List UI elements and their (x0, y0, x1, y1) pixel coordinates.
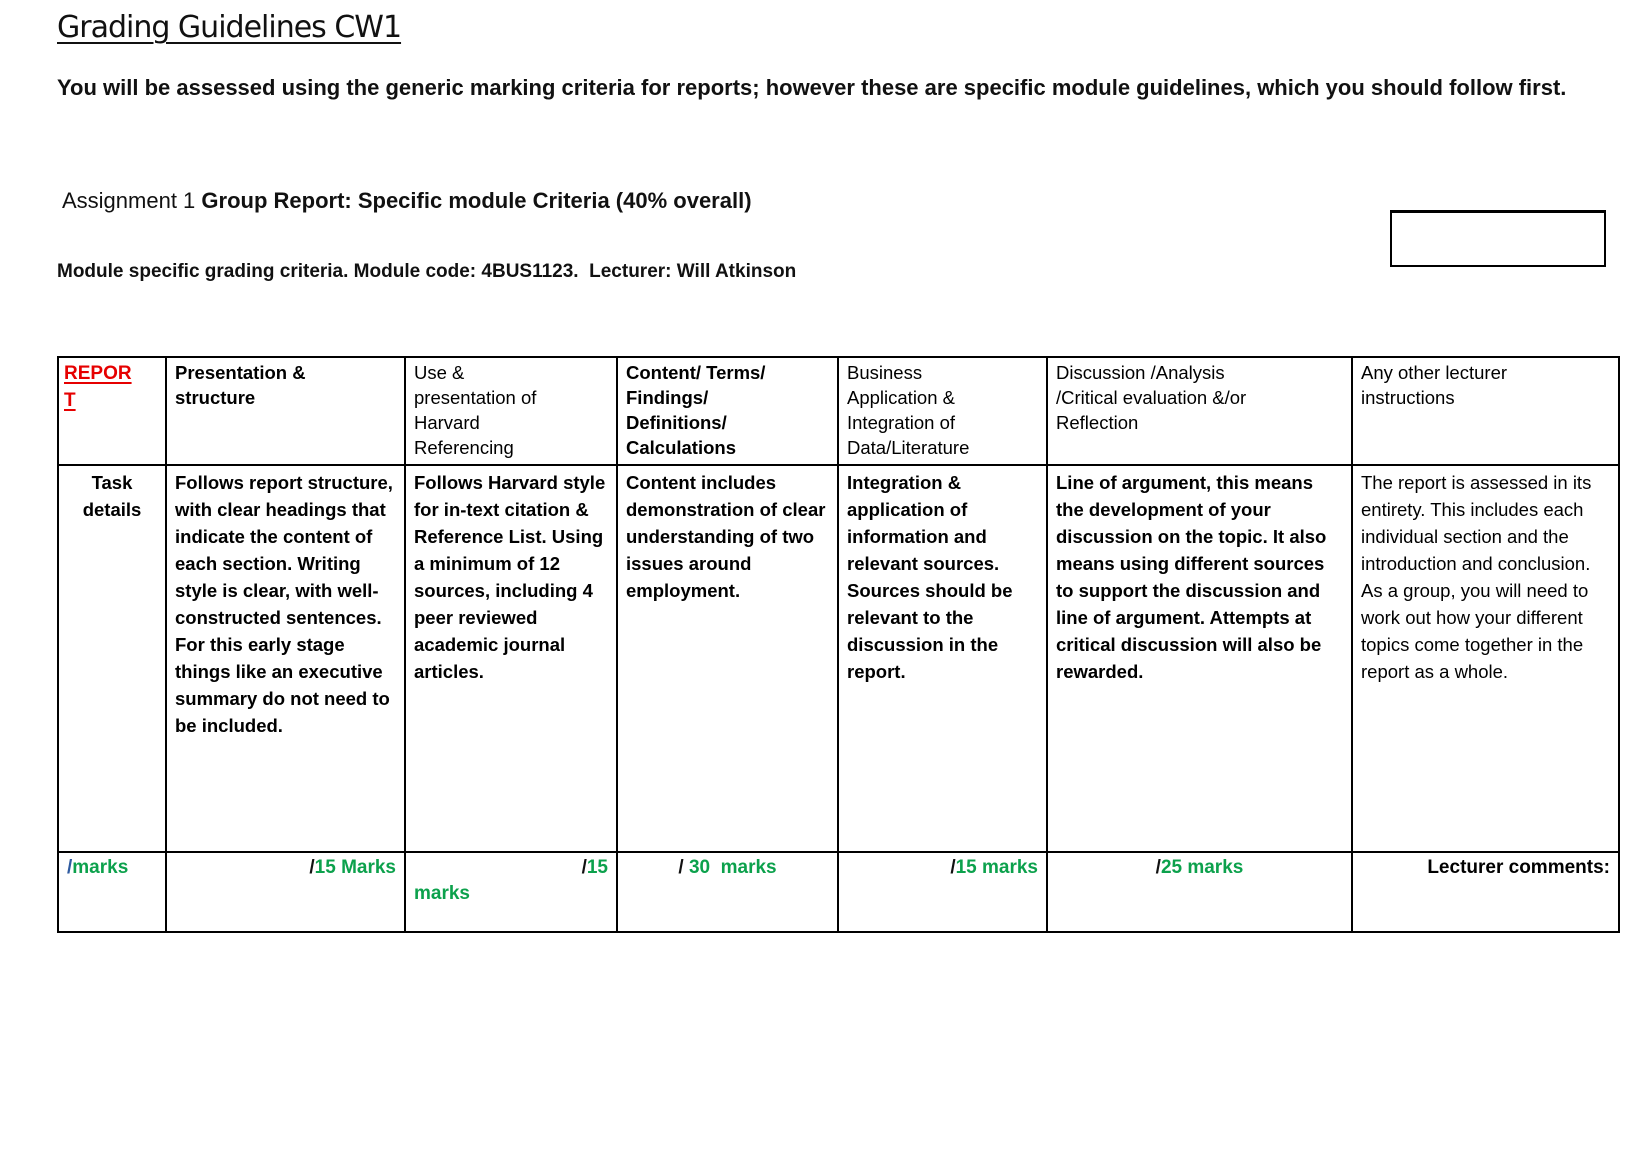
assignment-heading: Assignment 1 Group Report: Specific modu… (62, 188, 752, 214)
marks-cell-harvard: /15 marks (404, 851, 618, 933)
marks-cell-content: / 30 marks (616, 851, 839, 933)
marks-value-wrap: marks (414, 883, 470, 904)
marks-row: /marks /15 Marks /15 marks / 30 marks /1… (57, 851, 1620, 933)
marks-cell-report: /marks (57, 851, 167, 933)
assignment-title: Group Report: Specific module Criteria (… (201, 188, 752, 213)
marks-slash: / (309, 857, 315, 878)
marks-cell-presentation: /15 Marks (165, 851, 406, 933)
assignment-number: Assignment 1 (62, 188, 202, 213)
header-cell-content: Content/ Terms/ Findings/ Definitions/ C… (616, 356, 839, 466)
marks-cell-discussion: /25 marks (1046, 851, 1353, 933)
grading-criteria-table: REPORT Presentation & structure Use & pr… (57, 356, 1620, 933)
module-info: Module specific grading criteria. Module… (57, 261, 797, 282)
task-details-row: Task details Follows report structure, w… (57, 464, 1620, 853)
grade-entry-box[interactable] (1390, 210, 1606, 267)
marks-value: 30 marks (688, 857, 777, 878)
task-cell-business: Integration & application of information… (837, 464, 1048, 853)
header-cell-other: Any other lecturer instructions (1351, 356, 1620, 466)
header-cell-discussion: Discussion /Analysis /Critical evaluatio… (1046, 356, 1353, 466)
task-cell-presentation: Follows report structure, with clear hea… (165, 464, 406, 853)
intro-paragraph: You will be assessed using the generic m… (57, 75, 1567, 100)
task-cell-other: The report is assessed in its entirety. … (1351, 464, 1620, 853)
marks-value: marks (72, 857, 129, 878)
marks-slash: / (581, 857, 587, 878)
page-title: Grading Guidelines CW1 (57, 10, 402, 45)
lecturer-comments-cell: Lecturer comments: (1351, 851, 1620, 933)
task-cell-harvard: Follows Harvard style for in-text citati… (404, 464, 618, 853)
task-cell-discussion: Line of argument, this means the develop… (1046, 464, 1353, 853)
marks-value: 25 marks (1160, 857, 1244, 878)
header-cell-report: REPORT (57, 356, 167, 466)
report-label: REPORT (64, 363, 132, 411)
marks-slash: / (950, 857, 956, 878)
marks-slash: / (1155, 857, 1161, 878)
marks-value: 15 Marks (314, 857, 396, 878)
marks-value: 15 marks (955, 857, 1038, 878)
marks-slash: / (67, 857, 73, 878)
header-cell-harvard: Use & presentation of Harvard Referencin… (404, 356, 618, 466)
marks-cell-business: /15 marks (837, 851, 1048, 933)
marks-slash: / (678, 857, 689, 878)
task-details-label: Task details (57, 464, 167, 853)
header-cell-presentation: Presentation & structure (165, 356, 406, 466)
header-cell-business: Business Application & Integration of Da… (837, 356, 1048, 466)
table-header-row: REPORT Presentation & structure Use & pr… (57, 356, 1620, 466)
task-cell-content: Content includes demonstration of clear … (616, 464, 839, 853)
marks-value: 15 (586, 857, 608, 878)
